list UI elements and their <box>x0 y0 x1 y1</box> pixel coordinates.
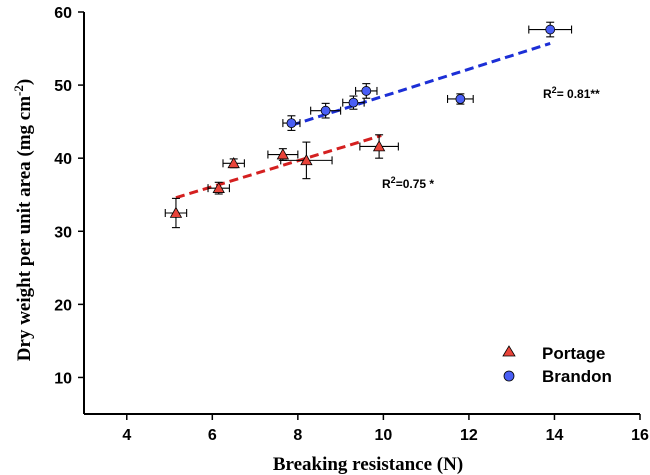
y-tick-label: 30 <box>54 224 72 241</box>
r2-brandon-superscript: 2 <box>552 85 557 95</box>
error-bars <box>164 21 573 229</box>
data-point-portage <box>372 140 386 152</box>
x-tick-label: 16 <box>631 427 649 444</box>
legend-circle-icon <box>503 370 515 382</box>
data-point-brandon <box>286 118 297 128</box>
data-point-brandon <box>545 24 556 35</box>
r2-portage-rest: =0.75 * <box>396 177 435 191</box>
data-point-portage <box>227 156 240 169</box>
regression-lines <box>175 41 551 200</box>
regression-line-portage <box>175 134 382 200</box>
data-point-brandon <box>320 105 331 116</box>
y-tick-label: 20 <box>54 297 72 314</box>
y-tick-label: 60 <box>54 5 72 22</box>
data-point-brandon <box>455 94 466 104</box>
x-tick-label: 12 <box>460 427 478 444</box>
y-axis-title-superscript: -2 <box>11 85 26 96</box>
y-tick-label: 40 <box>54 151 72 168</box>
data-point-brandon <box>348 97 359 108</box>
legend-label-brandon: Brandon <box>542 367 612 386</box>
x-tick-label: 8 <box>293 427 302 444</box>
r2-annotation-portage: R2=0.75 * <box>382 175 434 191</box>
y-axis-title: Dry weight per unit area (mg cm-2) <box>11 79 35 361</box>
y-tick-label: 10 <box>54 370 72 387</box>
legend-triangle-icon <box>502 345 516 357</box>
data-point-portage <box>300 154 313 166</box>
y-tick-label: 50 <box>54 78 72 95</box>
data-point-portage <box>212 181 225 193</box>
data-points <box>169 24 556 218</box>
y-axis-title-main: Dry weight per unit area (mg cm <box>14 96 35 361</box>
r2-portage-main: R <box>382 177 391 191</box>
x-tick-label: 10 <box>374 427 392 444</box>
data-point-portage <box>276 148 290 160</box>
legend: Portage Brandon <box>502 344 612 386</box>
x-ticks: 4 6 8 10 12 14 16 <box>122 414 649 444</box>
axes <box>83 12 640 415</box>
legend-label-portage: Portage <box>542 344 605 363</box>
r2-annotation-brandon: R2= 0.81** <box>543 85 600 101</box>
regression-line-brandon <box>290 41 551 127</box>
y-axis-title-end: ) <box>14 79 35 85</box>
r2-portage-superscript: 2 <box>391 175 396 185</box>
data-point-portage <box>169 206 183 218</box>
x-axis-title: Breaking resistance (N) <box>273 454 463 475</box>
data-point-brandon <box>361 86 372 96</box>
r2-brandon-rest: = 0.81** <box>557 87 600 101</box>
x-tick-label: 4 <box>122 427 131 444</box>
x-tick-label: 6 <box>208 427 217 444</box>
y-ticks: 10 20 30 40 50 60 <box>54 5 84 387</box>
r2-brandon-main: R <box>543 87 552 101</box>
x-tick-label: 14 <box>546 427 564 444</box>
